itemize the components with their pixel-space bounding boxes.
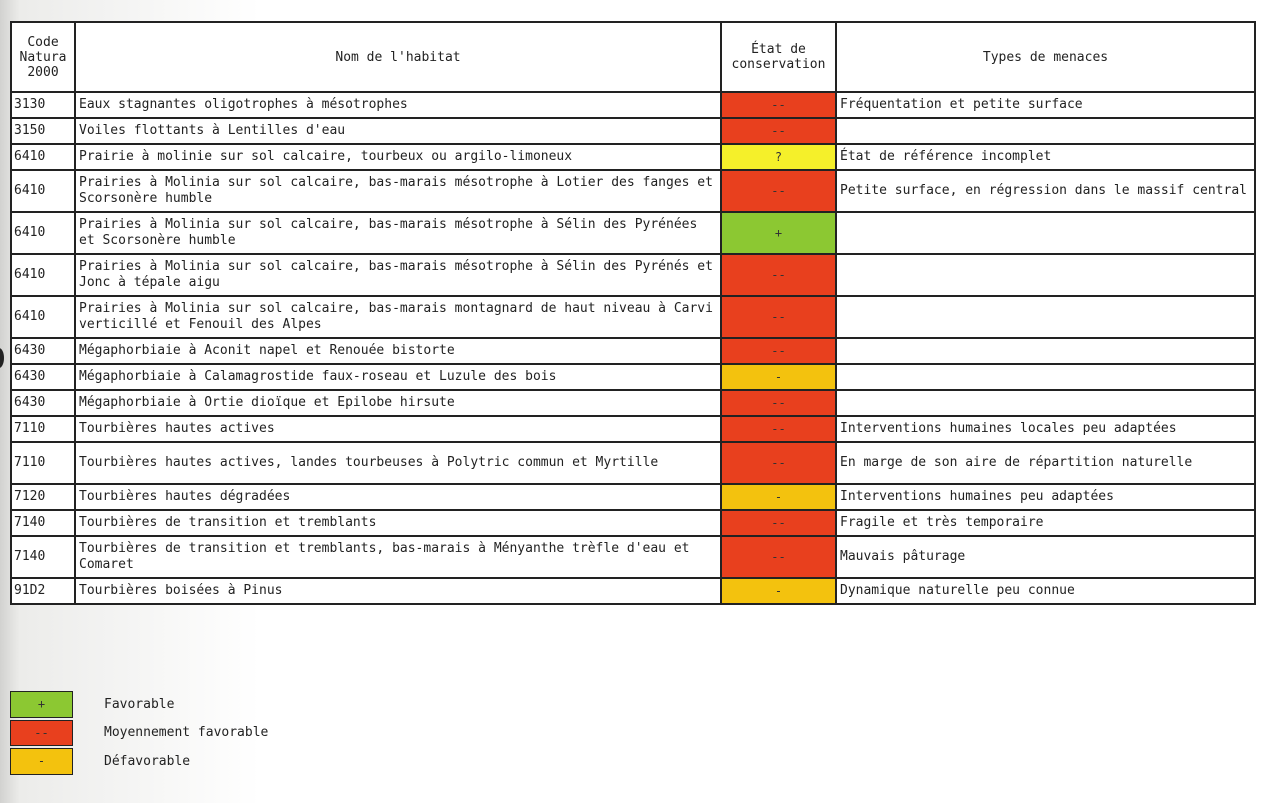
cell-name: Prairies à Molinia sur sol calcaire, bas… <box>74 295 722 339</box>
cell-code: 6410 <box>10 143 76 171</box>
cell-menaces: Mauvais pâturage <box>835 535 1256 579</box>
legend-item-defavorable: - Défavorable <box>10 747 268 776</box>
cell-code: 6410 <box>10 169 76 213</box>
cell-name: Tourbières de transition et tremblants, … <box>74 535 722 579</box>
legend-swatch-defavorable: - <box>10 748 73 775</box>
table-row: 7110 Tourbières hautes actives -- Interv… <box>10 415 1256 443</box>
cell-menaces: Fragile et très temporaire <box>835 509 1256 537</box>
table-row: 7110 Tourbières hautes actives, landes t… <box>10 441 1256 485</box>
cell-menaces: En marge de son aire de répartition natu… <box>835 441 1256 485</box>
table-row: 6430 Mégaphorbiaie à Ortie dioïque et Ep… <box>10 389 1256 417</box>
table-row: 6410 Prairies à Molinia sur sol calcaire… <box>10 295 1256 339</box>
cell-code: 7110 <box>10 441 76 485</box>
cell-menaces: Dynamique naturelle peu connue <box>835 577 1256 605</box>
cell-name: Prairies à Molinia sur sol calcaire, bas… <box>74 253 722 297</box>
habitat-table: Code Natura 2000 Nom de l'habitat État d… <box>10 21 1256 605</box>
table-row: 7120 Tourbières hautes dégradées - Inter… <box>10 483 1256 511</box>
cell-name: Tourbières hautes actives, landes tourbe… <box>74 441 722 485</box>
cell-code: 7140 <box>10 535 76 579</box>
cell-menaces: Fréquentation et petite surface <box>835 91 1256 119</box>
cell-code: 7110 <box>10 415 76 443</box>
cell-name: Prairies à Molinia sur sol calcaire, bas… <box>74 211 722 255</box>
cell-etat: -- <box>720 337 837 365</box>
cell-name: Tourbières hautes actives <box>74 415 722 443</box>
header-etat: État de conservation <box>720 21 837 93</box>
header-code: Code Natura 2000 <box>10 21 76 93</box>
cell-name: Tourbières de transition et tremblants <box>74 509 722 537</box>
cell-name: Mégaphorbiaie à Aconit napel et Renouée … <box>74 337 722 365</box>
cell-etat: ? <box>720 143 837 171</box>
cell-code: 6410 <box>10 211 76 255</box>
cell-etat: -- <box>720 253 837 297</box>
cell-code: 6430 <box>10 363 76 391</box>
table-row: 91D2 Tourbières boisées à Pinus - Dynami… <box>10 577 1256 605</box>
table-row: 3150 Voiles flottants à Lentilles d'eau … <box>10 117 1256 145</box>
cell-code: 6430 <box>10 389 76 417</box>
cell-etat: - <box>720 577 837 605</box>
cell-etat: - <box>720 363 837 391</box>
legend-swatch-moyennement-favorable: -- <box>10 719 73 746</box>
cell-code: 7140 <box>10 509 76 537</box>
cell-menaces <box>835 253 1256 297</box>
cell-code: 3150 <box>10 117 76 145</box>
legend-label-defavorable: Défavorable <box>104 753 191 769</box>
cell-code: 6410 <box>10 253 76 297</box>
cell-etat: + <box>720 211 837 255</box>
cell-etat: -- <box>720 415 837 443</box>
table-row: 6430 Mégaphorbiaie à Calamagrostide faux… <box>10 363 1256 391</box>
habitat-table-container: Code Natura 2000 Nom de l'habitat État d… <box>10 21 1256 605</box>
cell-etat: -- <box>720 441 837 485</box>
cell-code: 3130 <box>10 91 76 119</box>
cell-etat: -- <box>720 389 837 417</box>
cell-etat: - <box>720 483 837 511</box>
cell-code: 7120 <box>10 483 76 511</box>
cell-name: Prairie à molinie sur sol calcaire, tour… <box>74 143 722 171</box>
legend-label-favorable: Favorable <box>104 696 175 712</box>
cell-name: Tourbières boisées à Pinus <box>74 577 722 605</box>
table-row: 3130 Eaux stagnantes oligotrophes à méso… <box>10 91 1256 119</box>
cell-etat: -- <box>720 509 837 537</box>
legend-item-favorable: + Favorable <box>10 690 268 719</box>
cell-name: Voiles flottants à Lentilles d'eau <box>74 117 722 145</box>
cell-name: Eaux stagnantes oligotrophes à mésotroph… <box>74 91 722 119</box>
cell-code: 6430 <box>10 337 76 365</box>
cell-name: Mégaphorbiaie à Calamagrostide faux-rose… <box>74 363 722 391</box>
cell-menaces: Interventions humaines peu adaptées <box>835 483 1256 511</box>
cell-menaces <box>835 295 1256 339</box>
table-row: 7140 Tourbières de transition et trembla… <box>10 509 1256 537</box>
cell-etat: -- <box>720 91 837 119</box>
edge-mark <box>0 348 4 368</box>
legend: + Favorable -- Moyennement favorable - D… <box>10 690 268 776</box>
header-menaces: Types de menaces <box>835 21 1256 93</box>
cell-menaces: État de référence incomplet <box>835 143 1256 171</box>
cell-menaces <box>835 211 1256 255</box>
cell-menaces: Petite surface, en régression dans le ma… <box>835 169 1256 213</box>
table-row: 7140 Tourbières de transition et trembla… <box>10 535 1256 579</box>
cell-menaces <box>835 337 1256 365</box>
legend-item-moyennement-favorable: -- Moyennement favorable <box>10 719 268 748</box>
table-header-row: Code Natura 2000 Nom de l'habitat État d… <box>10 21 1256 93</box>
cell-menaces <box>835 363 1256 391</box>
cell-name: Prairies à Molinia sur sol calcaire, bas… <box>74 169 722 213</box>
cell-code: 91D2 <box>10 577 76 605</box>
cell-etat: -- <box>720 117 837 145</box>
cell-menaces <box>835 117 1256 145</box>
table-row: 6410 Prairies à Molinia sur sol calcaire… <box>10 169 1256 213</box>
cell-etat: -- <box>720 535 837 579</box>
legend-swatch-favorable: + <box>10 691 73 718</box>
cell-etat: -- <box>720 169 837 213</box>
legend-label-moyennement-favorable: Moyennement favorable <box>104 725 269 741</box>
cell-menaces: Interventions humaines locales peu adapt… <box>835 415 1256 443</box>
cell-code: 6410 <box>10 295 76 339</box>
table-row: 6410 Prairie à molinie sur sol calcaire,… <box>10 143 1256 171</box>
header-name: Nom de l'habitat <box>74 21 722 93</box>
table-row: 6430 Mégaphorbiaie à Aconit napel et Ren… <box>10 337 1256 365</box>
table-row: 6410 Prairies à Molinia sur sol calcaire… <box>10 211 1256 255</box>
cell-etat: -- <box>720 295 837 339</box>
table-row: 6410 Prairies à Molinia sur sol calcaire… <box>10 253 1256 297</box>
cell-menaces <box>835 389 1256 417</box>
cell-name: Mégaphorbiaie à Ortie dioïque et Epilobe… <box>74 389 722 417</box>
cell-name: Tourbières hautes dégradées <box>74 483 722 511</box>
